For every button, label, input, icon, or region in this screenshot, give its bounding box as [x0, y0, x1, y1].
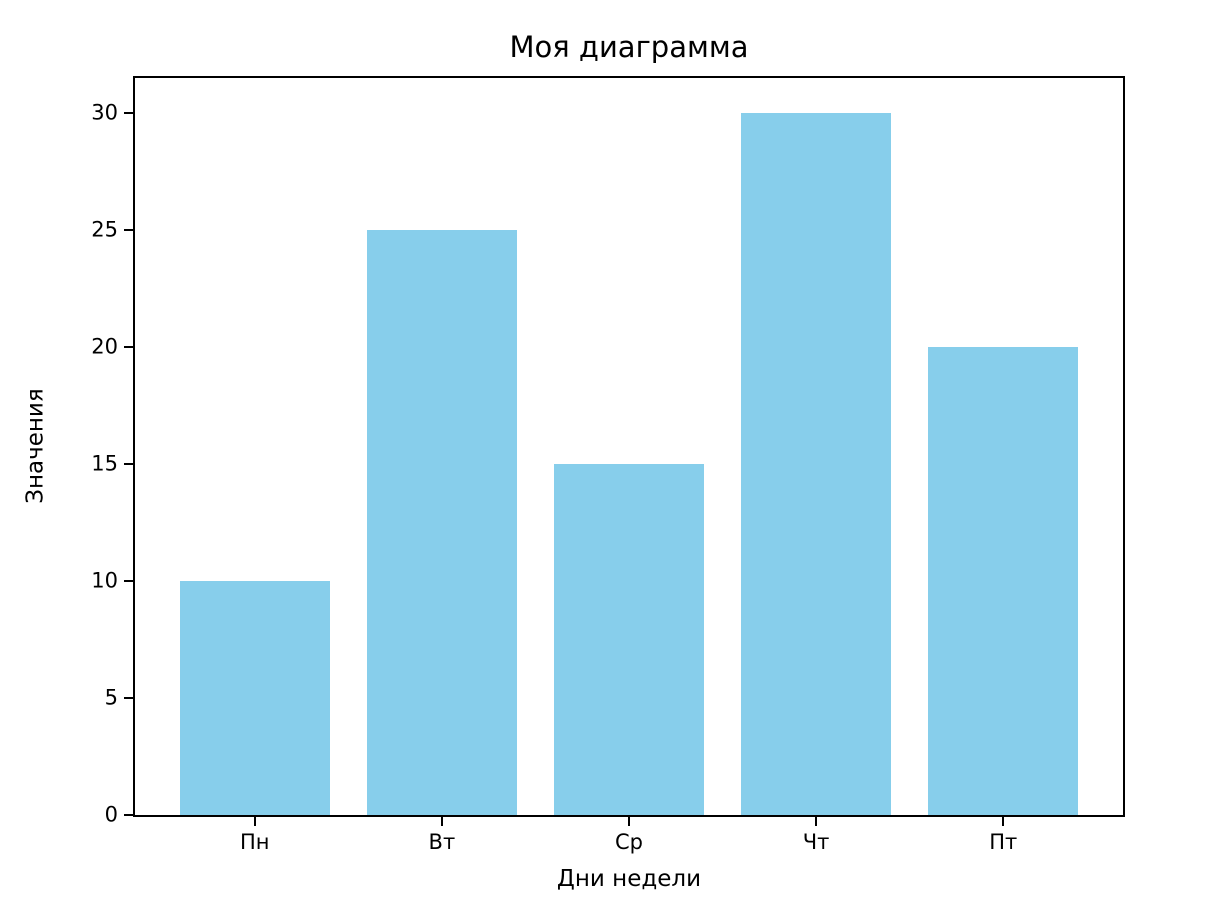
- y-tick-mark: [124, 463, 133, 466]
- y-tick-label-5: 5: [104, 685, 118, 710]
- x-tick-label-Пн: Пн: [239, 830, 270, 854]
- x-tick-label-Вт: Вт: [428, 830, 456, 854]
- y-tick-mark: [124, 697, 133, 700]
- bar-Чт: [741, 113, 891, 815]
- y-tick-label-20: 20: [91, 334, 118, 359]
- x-tick-mark: [628, 817, 630, 826]
- y-tick-mark: [124, 346, 133, 349]
- chart-title: Моя диаграмма: [509, 30, 749, 64]
- y-tick-label-25: 25: [91, 217, 118, 242]
- plot-area: Пн Вт Ср Чт Пт 0 5 10 15 20 25 30: [91, 78, 1123, 853]
- axes: Пн Вт Ср Чт Пт 0 5 10 15 20 25 30: [91, 76, 1125, 853]
- bar-Пт: [928, 347, 1079, 815]
- y-tick-label-30: 30: [91, 100, 118, 125]
- y-tick-mark: [124, 229, 133, 232]
- y-tick-mark: [124, 814, 133, 816]
- x-tick-mark: [1002, 817, 1005, 826]
- x-tick-label-Ср: Ср: [615, 830, 643, 854]
- x-axis-label: Дни недели: [556, 866, 702, 892]
- y-axis-label: Значения: [22, 388, 49, 504]
- y-tick-label-10: 10: [91, 568, 118, 593]
- bar-Вт: [367, 230, 517, 815]
- y-tick-mark: [124, 112, 133, 115]
- x-tick-mark: [815, 817, 818, 826]
- y-tick-mark: [124, 580, 133, 583]
- x-tick-mark: [440, 817, 443, 826]
- y-tick-label-15: 15: [91, 451, 118, 476]
- bar-Пн: [179, 581, 330, 815]
- x-tick-mark: [253, 817, 256, 826]
- y-tick-label-0: 0: [104, 802, 118, 827]
- x-tick-label-Чт: Чт: [802, 830, 830, 854]
- bar-Ср: [554, 464, 704, 815]
- x-tick-label-Пт: Пт: [989, 830, 1018, 854]
